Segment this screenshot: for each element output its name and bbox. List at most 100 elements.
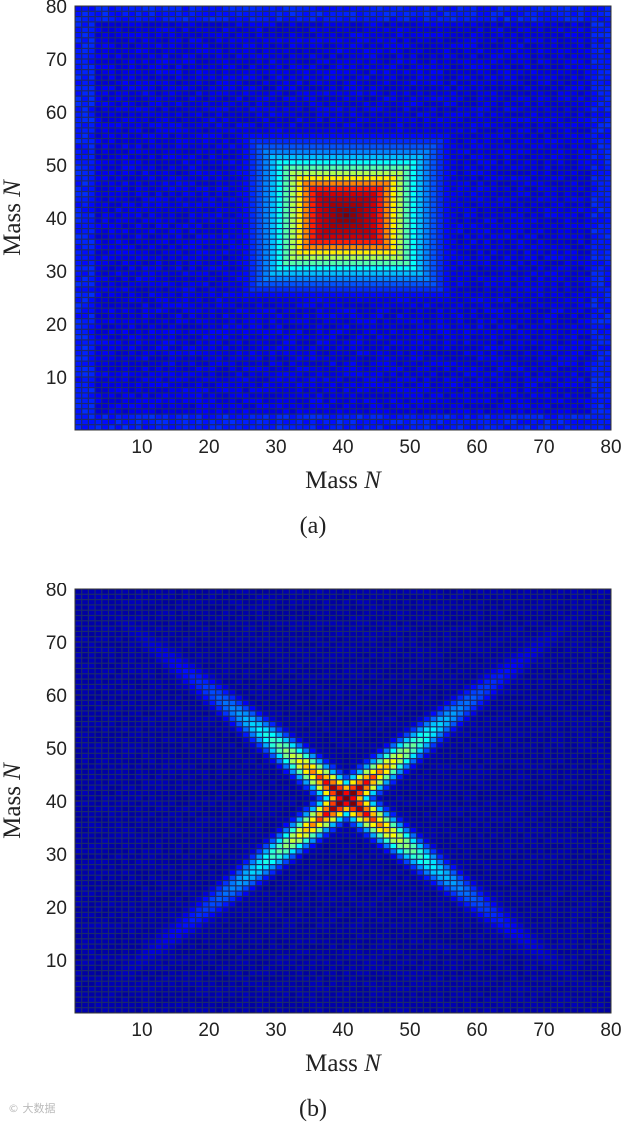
heatmap-cell xyxy=(350,75,356,80)
heatmap-cell xyxy=(310,192,316,197)
heatmap-cell xyxy=(276,170,283,175)
heatmap-cell xyxy=(142,261,149,266)
heatmap-cell xyxy=(397,192,403,197)
heatmap-cell xyxy=(149,314,155,319)
heatmap-cell xyxy=(450,271,457,276)
heatmap-cell xyxy=(403,102,410,107)
heatmap-cell xyxy=(109,255,115,260)
heatmap-cell xyxy=(477,123,484,128)
heatmap-cell xyxy=(310,64,316,69)
heatmap-cell xyxy=(350,361,356,366)
heatmap-cell xyxy=(403,139,410,144)
heatmap-cell xyxy=(75,6,82,11)
heatmap-cell xyxy=(417,70,423,75)
heatmap-cell xyxy=(323,117,329,122)
heatmap-cell xyxy=(196,303,202,308)
heatmap-cell xyxy=(383,356,390,361)
heatmap-cell xyxy=(283,329,289,334)
heatmap-cell xyxy=(470,139,477,144)
heatmap-cell xyxy=(370,64,376,69)
heatmap-cell xyxy=(390,261,396,266)
heatmap-cell xyxy=(95,303,102,308)
heatmap-cell xyxy=(75,303,82,308)
heatmap-cell xyxy=(424,377,430,382)
heatmap-cell xyxy=(189,255,195,260)
heatmap-cell xyxy=(330,149,336,154)
heatmap-cell xyxy=(156,404,162,409)
heatmap-cell xyxy=(269,59,276,64)
heatmap-cell xyxy=(243,223,249,228)
heatmap-cell xyxy=(470,144,477,149)
heatmap-cell xyxy=(122,160,128,165)
heatmap-cell xyxy=(135,144,142,149)
heatmap-cell xyxy=(303,181,309,186)
heatmap-cell xyxy=(249,388,256,393)
heatmap-cell xyxy=(162,340,169,345)
heatmap-cell xyxy=(189,165,195,170)
heatmap-cell xyxy=(95,102,102,107)
heatmap-cell xyxy=(156,234,162,239)
heatmap-cell xyxy=(283,149,289,154)
heatmap-cell xyxy=(491,303,497,308)
heatmap-cell xyxy=(303,133,309,138)
heatmap-cell xyxy=(95,314,102,319)
heatmap-cell xyxy=(357,303,363,308)
heatmap-cell xyxy=(149,155,155,160)
heatmap-cell xyxy=(229,144,236,149)
heatmap-cell xyxy=(370,335,376,340)
heatmap-cell xyxy=(477,80,484,85)
heatmap-cell xyxy=(424,340,430,345)
heatmap-cell xyxy=(122,22,128,27)
heatmap-cell xyxy=(403,314,410,319)
heatmap-cell xyxy=(450,414,457,419)
heatmap-cell xyxy=(122,59,128,64)
heatmap-cell xyxy=(243,250,249,255)
heatmap-cell xyxy=(296,324,303,329)
heatmap-cell xyxy=(135,11,142,16)
heatmap-cell xyxy=(290,324,296,329)
heatmap-cell xyxy=(303,155,309,160)
heatmap-cell xyxy=(357,202,363,207)
heatmap-cell xyxy=(491,266,497,271)
heatmap-cell xyxy=(209,276,216,281)
heatmap-cell xyxy=(444,170,450,175)
heatmap-cell xyxy=(403,335,410,340)
heatmap-cell xyxy=(276,160,283,165)
heatmap-cell xyxy=(296,351,303,356)
heatmap-cell xyxy=(430,54,437,59)
heatmap-cell xyxy=(450,144,457,149)
heatmap-cell xyxy=(363,377,370,382)
heatmap-cell xyxy=(330,155,336,160)
heatmap-cell xyxy=(142,86,149,91)
heatmap-cell xyxy=(343,96,350,101)
heatmap-cell xyxy=(390,319,396,324)
heatmap-cell xyxy=(162,324,169,329)
heatmap-cell xyxy=(196,223,202,228)
heatmap-cell xyxy=(417,398,423,403)
heatmap-cell xyxy=(450,96,457,101)
heatmap-cell xyxy=(135,351,142,356)
heatmap-cell xyxy=(303,409,309,414)
heatmap-cell xyxy=(336,80,343,85)
heatmap-cell xyxy=(484,149,490,154)
heatmap-cell xyxy=(102,38,108,43)
heatmap-cell xyxy=(330,388,336,393)
heatmap-cell xyxy=(162,49,169,54)
heatmap-cell xyxy=(162,139,169,144)
heatmap-cell xyxy=(109,17,115,22)
heatmap-cell xyxy=(437,245,443,250)
heatmap-cell xyxy=(82,420,88,425)
heatmap-cell xyxy=(323,149,329,154)
heatmap-cell xyxy=(75,308,82,313)
heatmap-cell xyxy=(236,27,242,32)
heatmap-cell xyxy=(249,43,256,48)
heatmap-cell xyxy=(444,54,450,59)
heatmap-cell xyxy=(109,49,115,54)
heatmap-cell xyxy=(290,80,296,85)
heatmap-cell xyxy=(243,64,249,69)
heatmap-cell xyxy=(323,271,329,276)
heatmap-cell xyxy=(310,324,316,329)
heatmap-cell xyxy=(336,367,343,372)
heatmap-cell xyxy=(202,160,209,165)
heatmap-cell xyxy=(323,133,329,138)
